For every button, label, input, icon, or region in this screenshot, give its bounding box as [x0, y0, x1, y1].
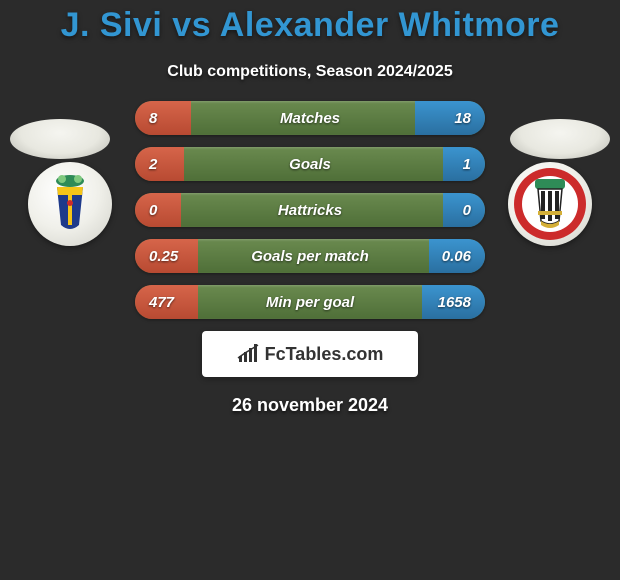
flag-left [10, 119, 110, 159]
club-crest-left [20, 161, 120, 247]
stat-right-value: 0 [463, 202, 471, 219]
club-crest-right [500, 161, 600, 247]
stat-row: 8Matches18 [135, 101, 485, 135]
brand-text: FcTables.com [265, 344, 384, 365]
stat-row: 0.25Goals per match0.06 [135, 239, 485, 273]
stat-row: 0Hattricks0 [135, 193, 485, 227]
brand-box: FcTables.com [202, 331, 418, 377]
stat-row: 2Goals1 [135, 147, 485, 181]
crest-right-icon [511, 165, 589, 243]
crest-left-icon [37, 171, 103, 237]
snapshot-date: 26 november 2024 [0, 395, 620, 416]
stat-right-value: 18 [454, 110, 471, 127]
subtitle: Club competitions, Season 2024/2025 [0, 63, 620, 81]
stat-right-value: 0.06 [442, 248, 471, 265]
stat-label: Goals per match [135, 248, 485, 265]
stat-right-value: 1658 [438, 294, 471, 311]
comparison-content: 8Matches18 2Goals1 0Hattricks0 0.25Goals pe… [0, 101, 620, 416]
stat-label: Min per goal [135, 294, 485, 311]
stats-list: 8Matches18 2Goals1 0Hattricks0 0.25Goals pe… [135, 101, 485, 319]
flag-right [510, 119, 610, 159]
stat-right-value: 1 [463, 156, 471, 173]
stat-label: Goals [135, 156, 485, 173]
stat-row: 477Min per goal1658 [135, 285, 485, 319]
bar-chart-icon [237, 344, 261, 364]
stat-label: Matches [135, 110, 485, 127]
stat-label: Hattricks [135, 202, 485, 219]
page-title: J. Sivi vs Alexander Whitmore [0, 0, 620, 45]
